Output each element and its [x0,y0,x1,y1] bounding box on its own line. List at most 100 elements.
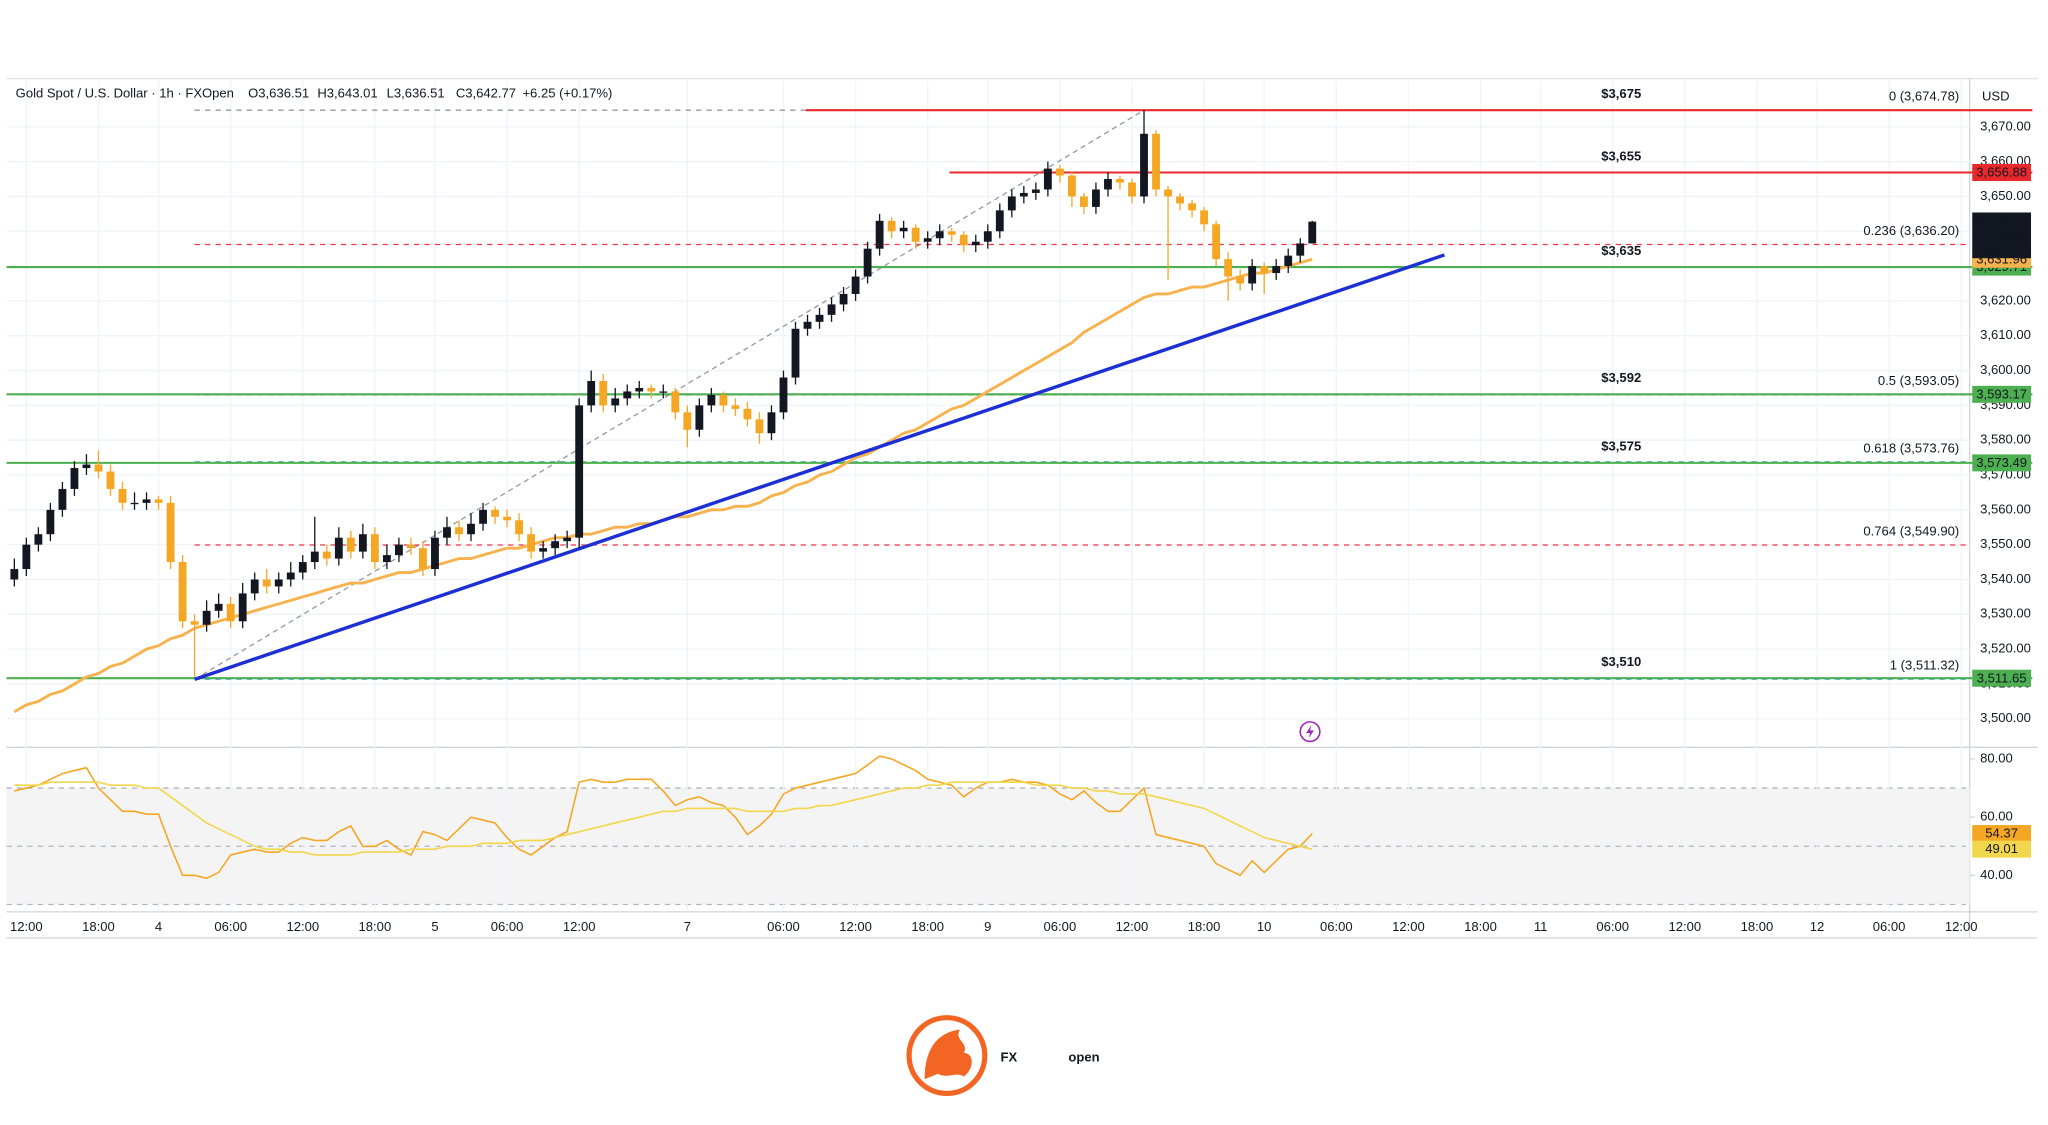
candle-body [34,534,43,545]
y-tick-label: 3,540.00 [1980,571,2031,586]
candle-body [1128,182,1136,197]
x-tick-label: 12:00 [1116,919,1149,934]
candle-body [310,551,319,563]
candle-body [611,398,620,406]
chart-title: Gold Spot / U.S. Dollar · 1h · FXOpen [16,86,234,101]
candle-body [1152,133,1160,190]
candle-body [46,509,55,535]
last-price-box [1972,212,2032,259]
x-tick-label: 06:00 [1596,919,1629,934]
logo-dragon [924,1029,972,1080]
candle-body [431,537,439,570]
candle-body [911,227,920,242]
y-tick-label: 3,580.00 [1980,432,2031,447]
rsi-tick-label: 40.00 [1980,867,2013,882]
candle-body [887,220,896,232]
candle-body [1019,192,1028,197]
candle-body [250,579,259,594]
x-tick-label: 5 [431,919,438,934]
ohlc-label: H3,643.01 [317,86,377,101]
logo-fx: FX [1000,1050,1017,1065]
candle-body [731,405,740,409]
level-name: $3,592 [1601,370,1641,385]
last-price-label: 06:31 [1985,242,2018,257]
level-name: $3,510 [1601,654,1641,669]
last-price-label: 3,642.77 [1976,213,2027,228]
candle-body [142,499,151,503]
x-tick-label: 18:00 [1741,919,1774,934]
candle-body [863,248,872,277]
candle-body [262,579,271,587]
candle-body [214,603,223,611]
fib-label: 1 (3,511.32) [1890,658,1959,673]
candle-body [971,241,980,246]
candle-body [467,523,475,535]
rsi-tag-box [1972,840,2032,858]
currency-label: USD [1982,88,2010,103]
candle-body [551,541,560,549]
candle-body [491,509,499,517]
candle-body [1067,175,1076,197]
x-tick-label: 18:00 [911,919,944,934]
rsi-tag-text: 54.37 [1985,826,2018,841]
level-tag-box [1972,454,2032,472]
y-tick-label: 3,650.00 [1980,188,2031,203]
candle-body [70,468,79,489]
candle-body [1080,196,1088,207]
x-tick-label: 12:00 [1945,919,1978,934]
candle-body [947,231,956,235]
y-tick-label: 3,520.00 [1980,641,2031,656]
candle-body [803,321,812,329]
candle-body [286,572,295,580]
level-name: $3,635 [1601,243,1641,258]
candle-body [587,381,596,406]
candle-body [659,391,668,393]
x-tick-label: 11 [1534,919,1548,934]
ohlc-label: +6.25 (+0.17%) [522,86,612,101]
candle-body [382,555,391,563]
x-tick-label: 18:00 [82,919,115,934]
candle-body [1212,224,1221,260]
candle-body [1007,196,1016,211]
x-tick-label: 06:00 [1320,919,1353,934]
y-tick-label: 3,530.00 [1980,606,2031,621]
x-tick-label: 10 [1257,919,1272,934]
candle-body [719,394,728,406]
candle-body [767,412,776,434]
candle-body [1116,179,1124,183]
candle-body [407,544,415,549]
candle-body [1176,196,1184,204]
candle-body [154,499,163,503]
candle-body [923,238,932,242]
fib-label: 0.236 (3,636.20) [1863,223,1959,238]
candle-body [1092,189,1100,207]
x-tick-label: 18:00 [359,919,392,934]
candle-body [479,509,487,524]
candle-body [10,569,19,580]
fib-label: 0.5 (3,593.05) [1878,373,1959,388]
candle-body [322,551,331,559]
trendline [194,253,1446,681]
rsi-tick-label: 80.00 [1980,750,2013,765]
candle-body [370,534,379,563]
candle-body [839,293,848,305]
level-tag-text: 3,573.49 [1976,455,2027,470]
level-tag-box [1972,669,2032,687]
candle-body [358,534,367,552]
x-tick-label: 06:00 [491,919,524,934]
plot-layer: 3,500.003,510.003,520.003,530.003,540.00… [6,77,2038,1097]
candle-body [238,593,247,622]
candle-body [935,231,944,239]
candle-body [1055,168,1064,176]
candle-body [1140,133,1148,197]
x-tick-label: 7 [684,919,691,934]
candle-body [815,314,824,322]
logo-open: open [1068,1050,1099,1065]
level-name: $3,575 [1601,439,1641,454]
x-tick-label: 4 [155,919,162,934]
candle-body [647,387,656,392]
y-tick-label: 3,620.00 [1980,292,2031,307]
rsi-line [14,781,1313,856]
